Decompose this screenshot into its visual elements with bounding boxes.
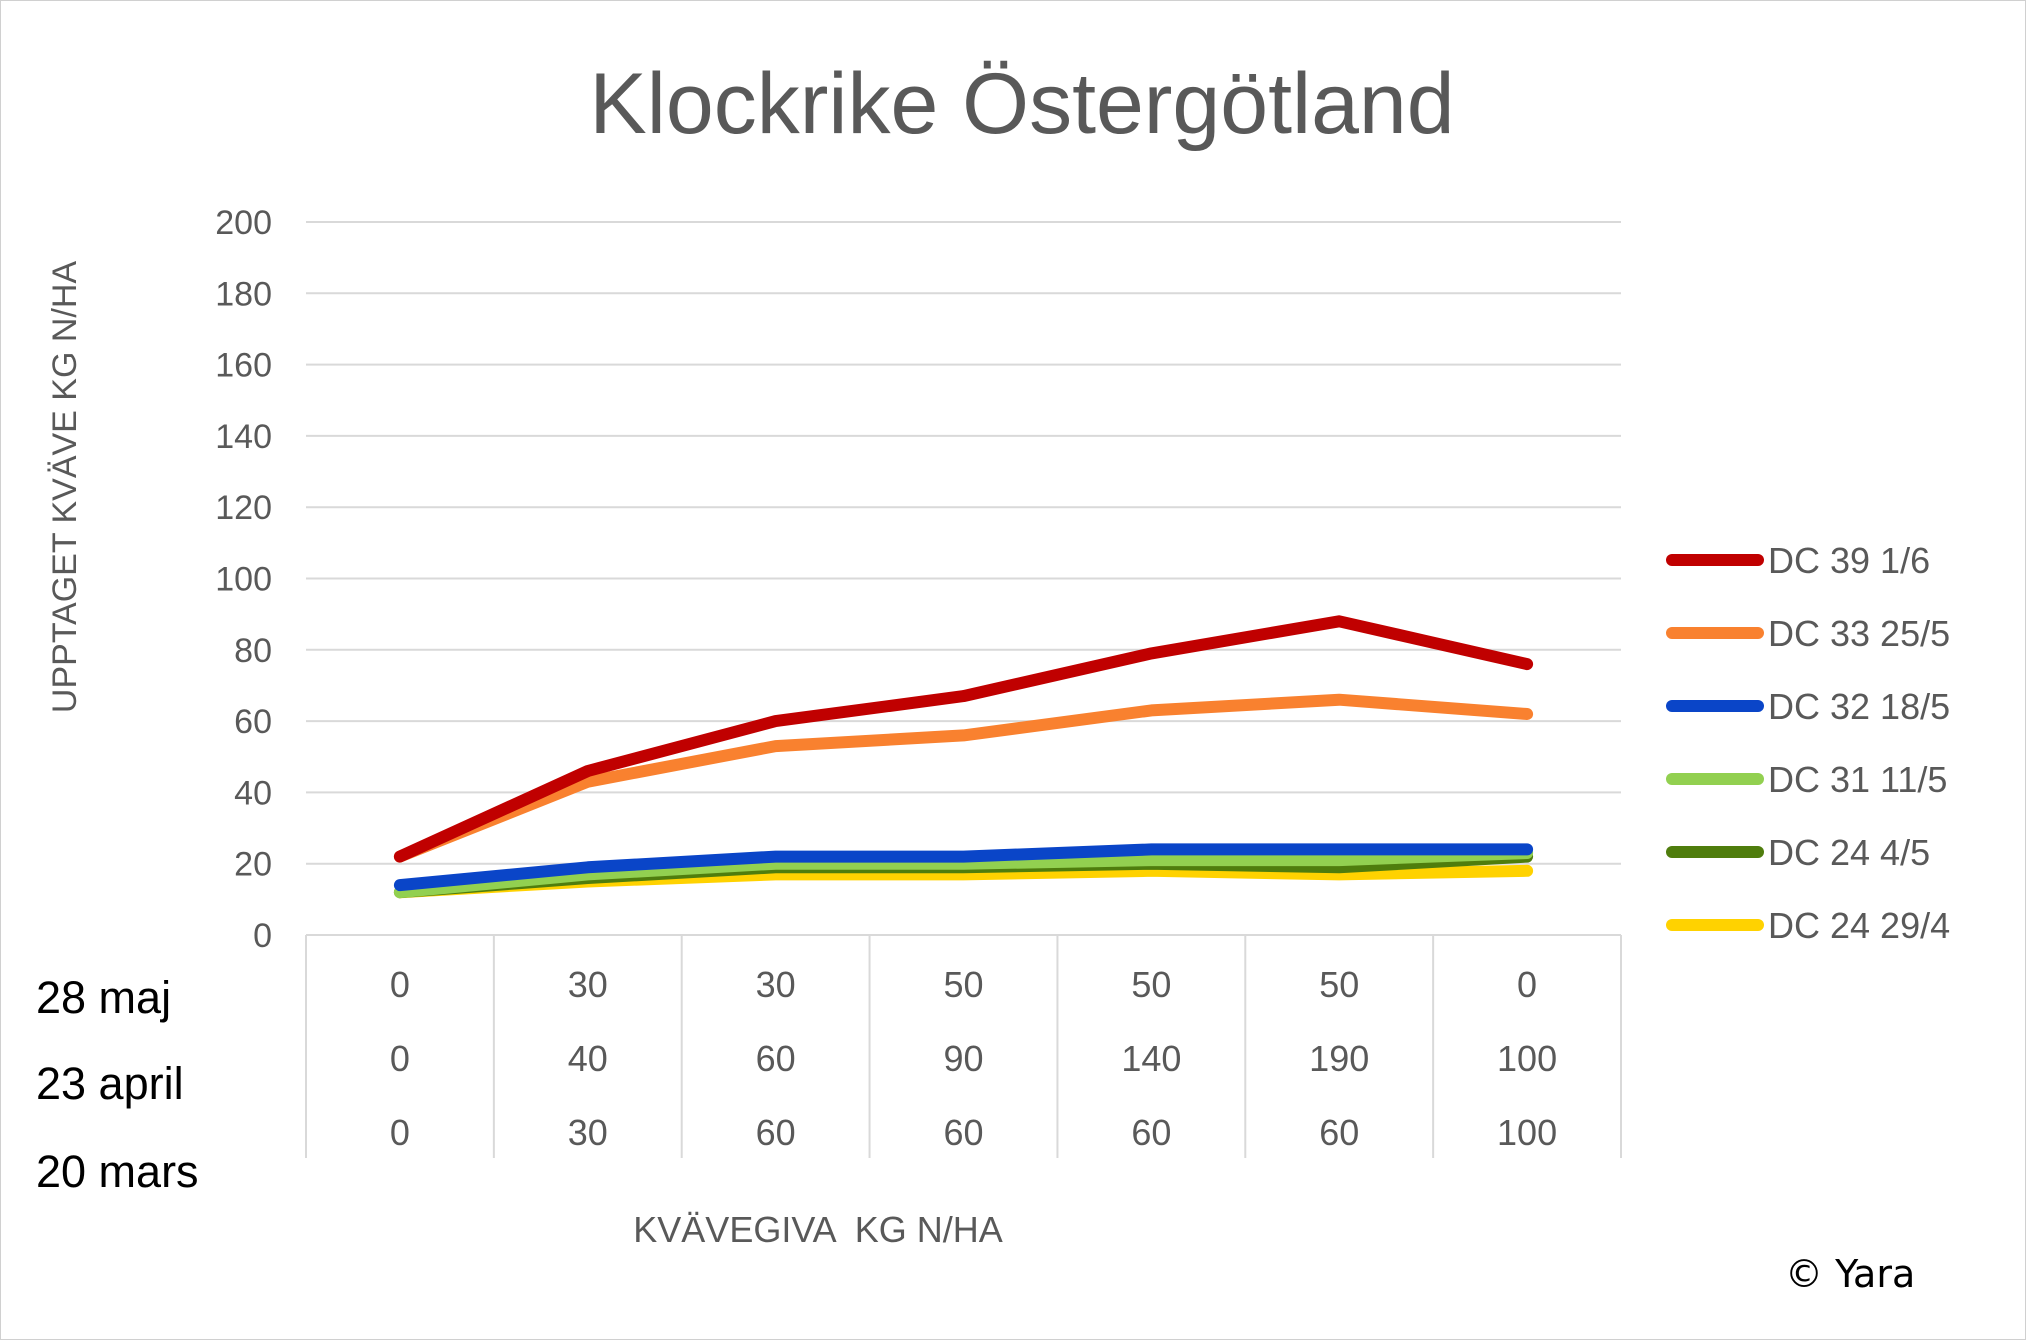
y-tick-labels: 0 20 40 60 80 100 120 140 160 180 200 bbox=[215, 204, 272, 955]
y-axis-label: UPPTAGET KVÄVE KG N/HA bbox=[46, 261, 84, 714]
category-tick-label: 190 bbox=[1309, 1038, 1369, 1079]
category-tick-label: 60 bbox=[1319, 1112, 1359, 1153]
category-tick-label: 60 bbox=[756, 1038, 796, 1079]
category-tick-label: 60 bbox=[1131, 1112, 1171, 1153]
category-tick-label: 30 bbox=[568, 1112, 608, 1153]
series-lines bbox=[393, 615, 1534, 899]
category-tick-label: 100 bbox=[1497, 1038, 1557, 1079]
category-tick-label: 50 bbox=[943, 964, 983, 1005]
y-tick-label: 20 bbox=[234, 846, 272, 884]
legend-label: DC 39 1/6 bbox=[1768, 540, 1930, 581]
y-tick-label: 180 bbox=[215, 275, 272, 313]
category-row-label: 28 maj bbox=[36, 972, 172, 1023]
category-tick-label: 30 bbox=[568, 964, 608, 1005]
legend-label: DC 24 4/5 bbox=[1768, 832, 1930, 873]
legend-label: DC 31 11/5 bbox=[1768, 759, 1947, 800]
category-tick-label: 60 bbox=[943, 1112, 983, 1153]
series-line bbox=[393, 847, 1534, 899]
series-line bbox=[393, 615, 1534, 863]
y-tick-label: 120 bbox=[215, 489, 272, 527]
chart-title: Klockrike Östergötland bbox=[589, 56, 1454, 152]
category-tick-label: 0 bbox=[1517, 964, 1537, 1005]
legend-label: DC 33 25/5 bbox=[1768, 613, 1950, 654]
category-tick-label: 30 bbox=[756, 964, 796, 1005]
series-line bbox=[393, 843, 1534, 892]
legend: DC 39 1/6 DC 33 25/5 DC 32 18/5 DC 31 11/5 D… bbox=[1666, 540, 1950, 946]
y-tick-label: 60 bbox=[234, 703, 272, 741]
category-tick-label: 0 bbox=[390, 1038, 410, 1079]
category-table: 0 30 30 50 50 50 0 0 40 60 90 140 190 100 0 30 60 60 60 60 1… bbox=[305, 934, 1622, 1158]
category-row-label: 20 mars bbox=[36, 1146, 199, 1197]
y-tick-label: 200 bbox=[215, 204, 272, 242]
category-tick-label: 100 bbox=[1497, 1112, 1557, 1153]
y-tick-label: 160 bbox=[215, 347, 272, 385]
category-tick-label: 0 bbox=[390, 964, 410, 1005]
x-axis-label: KVÄVEGIVA KG N/HA bbox=[633, 1209, 1002, 1250]
category-tick-label: 0 bbox=[390, 1112, 410, 1153]
legend-label: DC 24 29/4 bbox=[1768, 905, 1950, 946]
category-tick-label: 90 bbox=[943, 1038, 983, 1079]
y-tick-label: 80 bbox=[234, 632, 272, 670]
y-tick-label: 0 bbox=[253, 917, 272, 955]
y-tick-label: 100 bbox=[215, 561, 272, 599]
category-tick-label: 140 bbox=[1121, 1038, 1181, 1079]
category-tick-label: 50 bbox=[1131, 964, 1171, 1005]
series-line bbox=[393, 693, 1534, 863]
category-tick-label: 60 bbox=[756, 1112, 796, 1153]
gridlines bbox=[306, 221, 1621, 865]
legend-label: DC 32 18/5 bbox=[1768, 686, 1950, 727]
copyright-text: © Yara bbox=[1785, 1252, 1916, 1296]
category-tick-label: 40 bbox=[568, 1038, 608, 1079]
y-tick-label: 140 bbox=[215, 418, 272, 456]
category-tick-label: 50 bbox=[1319, 964, 1359, 1005]
category-row-label: 23 april bbox=[36, 1058, 184, 1109]
y-tick-label: 40 bbox=[234, 774, 272, 812]
